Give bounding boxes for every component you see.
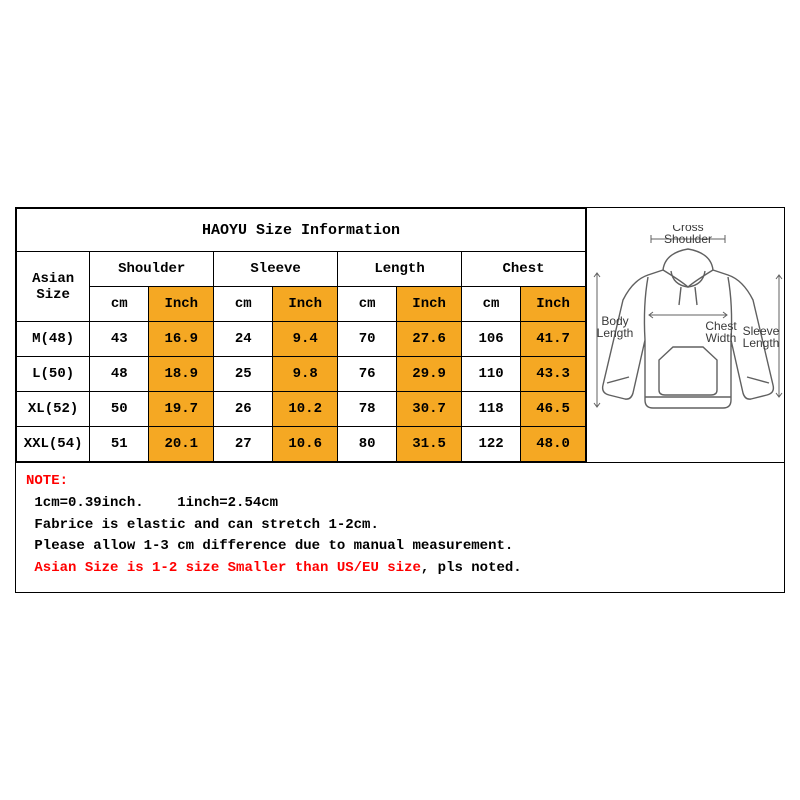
table-row: XL(52) 50 19.7 26 10.2 78 30.7 118 46.5	[17, 392, 586, 427]
notes-section: NOTE: 1cm=0.39inch. 1inch=2.54cm Fabrice…	[16, 462, 784, 591]
note-line: 1cm=0.39inch.	[34, 495, 143, 511]
cell: 110	[462, 357, 521, 392]
cell: 30.7	[397, 392, 462, 427]
size-chart-container: HAOYU Size Information Asian Size Should…	[15, 207, 785, 592]
cell-size: M(48)	[17, 322, 90, 357]
header-row-units: cm Inch cm Inch cm Inch cm Inch	[17, 287, 586, 322]
cell-size: XXL(54)	[17, 427, 90, 462]
col-chest: Chest	[462, 252, 586, 287]
cell: 70	[338, 322, 397, 357]
table-title-row: HAOYU Size Information	[17, 209, 586, 252]
unit-inch: Inch	[521, 287, 586, 322]
unit-cm: cm	[462, 287, 521, 322]
table-row: M(48) 43 16.9 24 9.4 70 27.6 106 41.7	[17, 322, 586, 357]
cell: 18.9	[149, 357, 214, 392]
unit-cm: cm	[338, 287, 397, 322]
cell: 10.6	[273, 427, 338, 462]
size-table-area: HAOYU Size Information Asian Size Should…	[16, 208, 586, 462]
size-table: HAOYU Size Information Asian Size Should…	[16, 208, 586, 462]
cell: 27.6	[397, 322, 462, 357]
unit-inch: Inch	[149, 287, 214, 322]
svg-text:CrossShoulder: CrossShoulder	[664, 225, 712, 246]
cell: 43.3	[521, 357, 586, 392]
cell: 31.5	[397, 427, 462, 462]
note-line: Fabrice is elastic and can stretch 1-2cm…	[34, 517, 378, 533]
cell: 48	[90, 357, 149, 392]
cell-size: XL(52)	[17, 392, 90, 427]
note-label: NOTE:	[26, 473, 68, 489]
label-cross-shoulder-2: Shoulder	[664, 232, 712, 246]
cell: 16.9	[149, 322, 214, 357]
cell: 46.5	[521, 392, 586, 427]
cell: 50	[90, 392, 149, 427]
garment-diagram: CrossShoulder BodyLength ChestWidth Slee…	[593, 225, 783, 445]
cell: 27	[214, 427, 273, 462]
table-row: L(50) 48 18.9 25 9.8 76 29.9 110 43.3	[17, 357, 586, 392]
cell: 19.7	[149, 392, 214, 427]
cell: 76	[338, 357, 397, 392]
top-row: HAOYU Size Information Asian Size Should…	[16, 208, 784, 462]
cell: 118	[462, 392, 521, 427]
label-sleeve-length-2: Length	[743, 336, 780, 350]
cell: 29.9	[397, 357, 462, 392]
cell: 10.2	[273, 392, 338, 427]
cell: 41.7	[521, 322, 586, 357]
note-warning: Asian Size is 1-2 size Smaller than US/E…	[34, 560, 420, 576]
label-chest-width-2: Width	[706, 331, 737, 345]
col-shoulder: Shoulder	[90, 252, 214, 287]
cell: 51	[90, 427, 149, 462]
unit-cm: cm	[90, 287, 149, 322]
unit-cm: cm	[214, 287, 273, 322]
col-length: Length	[338, 252, 462, 287]
cell: 9.4	[273, 322, 338, 357]
header-row-groups: Asian Size Shoulder Sleeve Length Chest	[17, 252, 586, 287]
unit-inch: Inch	[397, 287, 462, 322]
cell: 26	[214, 392, 273, 427]
cell: 20.1	[149, 427, 214, 462]
cell: 48.0	[521, 427, 586, 462]
note-line: , pls noted.	[421, 560, 522, 576]
cell: 24	[214, 322, 273, 357]
col-size: Asian Size	[17, 252, 90, 322]
cell: 9.8	[273, 357, 338, 392]
cell: 25	[214, 357, 273, 392]
cell-size: L(50)	[17, 357, 90, 392]
svg-text:BodyLength: BodyLength	[597, 314, 634, 340]
cell: 106	[462, 322, 521, 357]
note-line: Please allow 1-3 cm difference due to ma…	[34, 538, 513, 554]
label-body-length-2: Length	[597, 326, 634, 340]
table-row: XXL(54) 51 20.1 27 10.6 80 31.5 122 48.0	[17, 427, 586, 462]
cell: 80	[338, 427, 397, 462]
unit-inch: Inch	[273, 287, 338, 322]
svg-text:SleeveLength: SleeveLength	[743, 324, 780, 350]
cell: 122	[462, 427, 521, 462]
svg-text:ChestWidth: ChestWidth	[705, 319, 737, 345]
cell: 43	[90, 322, 149, 357]
table-title: HAOYU Size Information	[17, 209, 586, 252]
note-line: 1inch=2.54cm	[177, 495, 278, 511]
col-sleeve: Sleeve	[214, 252, 338, 287]
garment-diagram-area: CrossShoulder BodyLength ChestWidth Slee…	[586, 208, 789, 462]
cell: 78	[338, 392, 397, 427]
